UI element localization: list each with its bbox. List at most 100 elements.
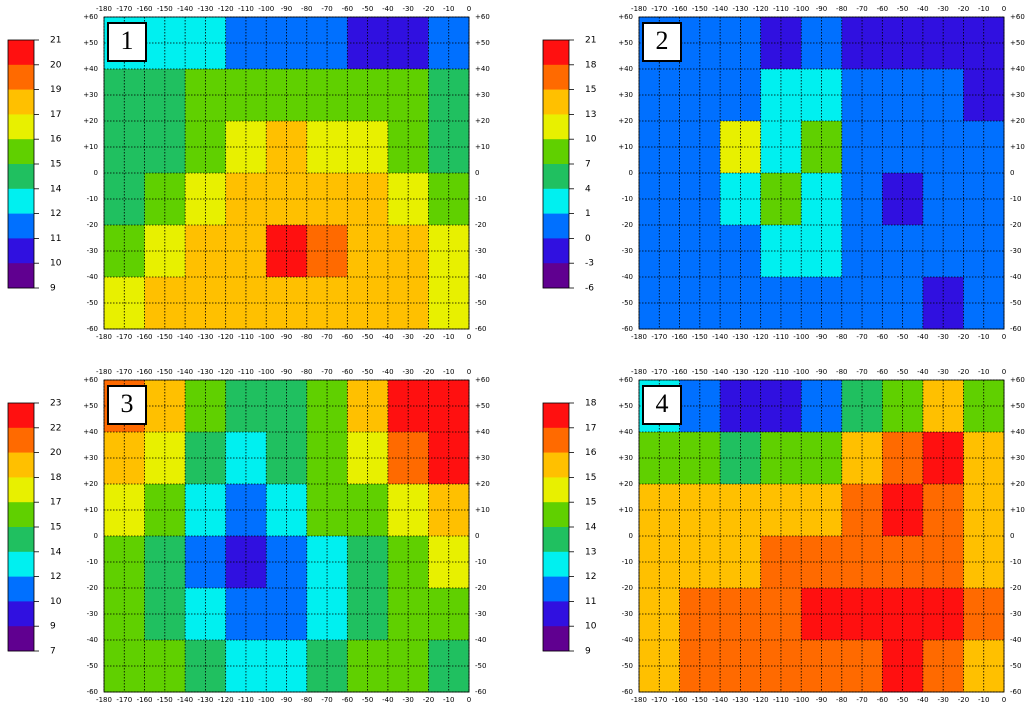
- x-tick-label: -110: [238, 696, 254, 704]
- x-tick-label: -50: [897, 5, 908, 13]
- y-tick-label: -50: [87, 299, 98, 307]
- y-tick-label: +20: [83, 480, 98, 488]
- x-tick-label: -50: [897, 368, 908, 376]
- x-tick-label: -30: [402, 696, 413, 704]
- y-tick-label: -30: [87, 247, 98, 255]
- x-tick-label: -30: [937, 5, 948, 13]
- colorbar-band: [543, 64, 569, 90]
- x-tick-label: -80: [836, 696, 847, 704]
- y-tick-label: +50: [1010, 39, 1025, 47]
- x-tick-label: -10: [978, 333, 989, 341]
- x-tick-label: -100: [793, 696, 809, 704]
- x-tick-label: -60: [877, 5, 888, 13]
- y-tick-label: -60: [87, 688, 98, 696]
- colorbar-label: 17: [50, 110, 61, 120]
- x-tick-label: -160: [137, 368, 153, 376]
- x-tick-label: -70: [321, 333, 332, 341]
- colorbar-band: [8, 114, 34, 140]
- x-tick-label: -110: [773, 368, 789, 376]
- colorbar-label: 12: [50, 572, 61, 582]
- y-tick-label: +40: [475, 65, 490, 73]
- x-tick-label: -50: [897, 333, 908, 341]
- x-tick-label: -180: [96, 696, 112, 704]
- x-tick-label: -140: [177, 696, 193, 704]
- y-tick-label: -10: [475, 558, 486, 566]
- y-tick-label: +10: [475, 506, 490, 514]
- x-tick-label: -180: [96, 333, 112, 341]
- y-tick-label: 0: [94, 532, 98, 540]
- x-tick-label: -120: [218, 368, 234, 376]
- colorbar-band: [543, 213, 569, 239]
- y-tick-label: -60: [622, 688, 633, 696]
- x-tick-label: -90: [281, 5, 292, 13]
- colorbar-band: [8, 164, 34, 190]
- colorbar-band: [8, 477, 34, 503]
- x-tick-label: 0: [467, 5, 471, 13]
- x-tick-label: -70: [321, 696, 332, 704]
- x-tick-label: -130: [197, 5, 213, 13]
- y-tick-label: +10: [618, 143, 633, 151]
- colorbar-label: 20: [50, 448, 62, 458]
- x-tick-label: 0: [1002, 368, 1006, 376]
- x-tick-label: -130: [732, 696, 748, 704]
- y-tick-label: -40: [87, 273, 98, 281]
- colorbar-band: [8, 213, 34, 239]
- x-tick-label: -70: [856, 368, 867, 376]
- colorbar-label: 18: [585, 60, 597, 70]
- colorbar-label: 0: [585, 234, 591, 244]
- x-tick-label: -100: [258, 333, 274, 341]
- y-tick-label: -60: [475, 688, 486, 696]
- colorbar-band: [543, 626, 569, 652]
- x-tick-label: -150: [157, 368, 173, 376]
- y-tick-label: 0: [475, 169, 479, 177]
- colorbar-band: [543, 502, 569, 528]
- map-frame: [103, 16, 470, 330]
- x-tick-label: -50: [362, 333, 373, 341]
- y-tick-label: -20: [475, 221, 486, 229]
- y-tick-label: -50: [622, 662, 633, 670]
- y-tick-label: -20: [622, 584, 633, 592]
- y-tick-label: 0: [629, 169, 633, 177]
- panel-number-box: [107, 22, 147, 62]
- y-tick-label: -60: [1010, 688, 1021, 696]
- colorbar-label: 9: [585, 647, 591, 657]
- y-tick-label: +20: [475, 117, 490, 125]
- y-tick-label: +10: [83, 143, 98, 151]
- x-tick-label: -10: [978, 5, 989, 13]
- x-tick-label: -60: [877, 696, 888, 704]
- x-tick-label: -30: [937, 368, 948, 376]
- x-tick-label: -100: [793, 5, 809, 13]
- x-tick-label: -150: [692, 333, 708, 341]
- colorbar-band: [543, 452, 569, 478]
- x-tick-label: -100: [793, 333, 809, 341]
- x-tick-label: -70: [856, 333, 867, 341]
- y-tick-label: +30: [1010, 91, 1025, 99]
- y-tick-label: +30: [618, 454, 633, 462]
- x-tick-label: -80: [301, 368, 312, 376]
- colorbar-label: 18: [50, 473, 62, 483]
- y-tick-label: -30: [622, 247, 633, 255]
- x-tick-label: -10: [443, 333, 454, 341]
- x-tick-label: -60: [342, 696, 353, 704]
- x-tick-label: -170: [116, 5, 132, 13]
- y-tick-label: -50: [1010, 662, 1021, 670]
- colorbar-label: 14: [50, 184, 62, 194]
- y-tick-label: -10: [87, 195, 98, 203]
- x-tick-label: 0: [467, 333, 471, 341]
- colorbar-label: 21: [585, 36, 596, 46]
- x-tick-label: -140: [177, 368, 193, 376]
- y-tick-label: +20: [1010, 117, 1025, 125]
- colorbar-band: [8, 576, 34, 602]
- colorbar-label: 17: [585, 423, 596, 433]
- y-tick-label: -10: [475, 195, 486, 203]
- colorbar-band: [543, 139, 569, 165]
- x-tick-label: -120: [753, 696, 769, 704]
- colorbar-label: 9: [50, 284, 56, 294]
- y-tick-label: +30: [475, 91, 490, 99]
- x-tick-label: -110: [773, 5, 789, 13]
- colorbar-label: 13: [585, 110, 596, 120]
- x-tick-label: -90: [816, 333, 827, 341]
- x-tick-label: -160: [672, 368, 688, 376]
- colorbar-label: 20: [50, 60, 62, 70]
